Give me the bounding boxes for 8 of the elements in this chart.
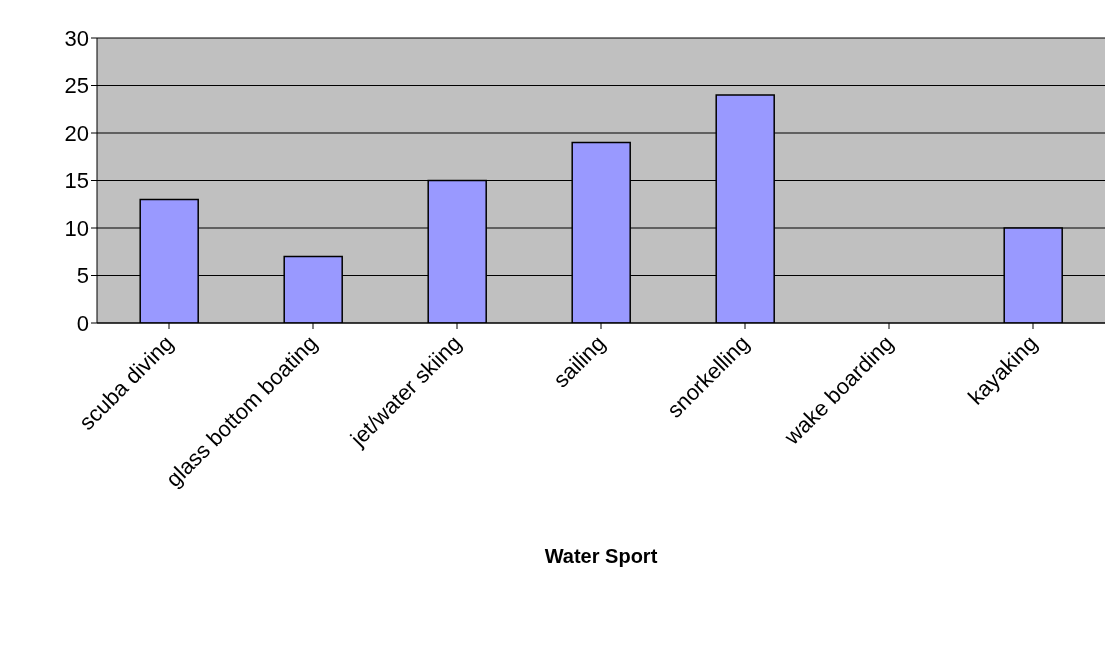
y-tick-label: 30 xyxy=(64,25,89,51)
y-tick-label: 25 xyxy=(64,73,89,99)
y-tick-label: 10 xyxy=(64,215,89,241)
y-tick-label: 5 xyxy=(76,263,89,289)
y-tick-label: 0 xyxy=(76,310,89,336)
y-tick-label: 20 xyxy=(64,120,89,146)
x-axis-title: Water Sport xyxy=(544,545,658,567)
y-tick-label: 15 xyxy=(64,168,89,194)
